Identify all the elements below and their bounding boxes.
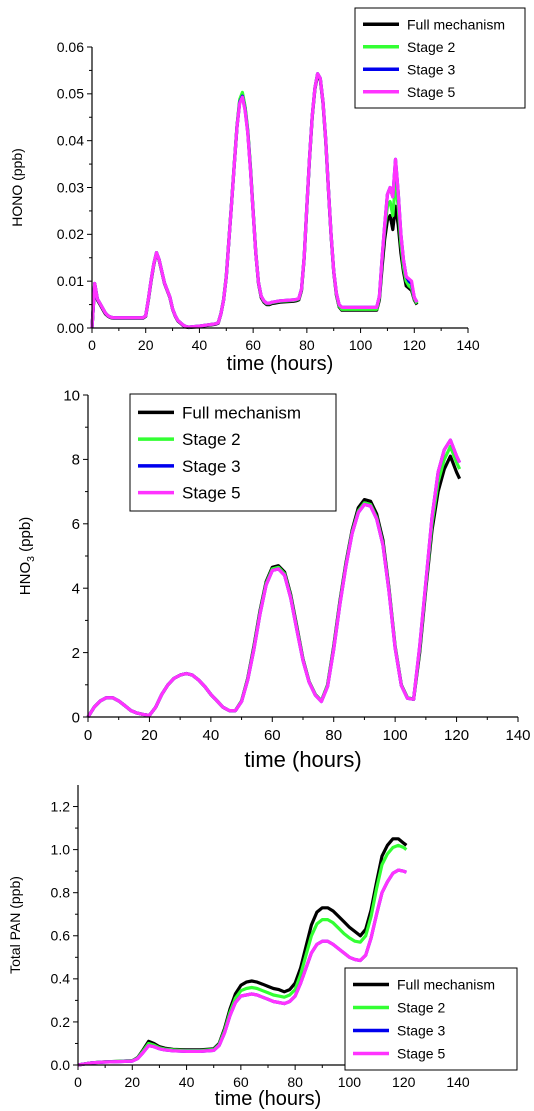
y-axis-label-unit: (ppb) <box>17 517 34 556</box>
y-axis-label-subscript: 3 <box>25 556 37 562</box>
y-axis-label-main: HNO <box>17 562 34 595</box>
y-tick-label: 1.0 <box>51 842 71 858</box>
x-tick-label: 140 <box>456 337 480 353</box>
legend-label-stage-2: Stage 2 <box>407 39 455 55</box>
series-line-stage-3 <box>90 72 419 329</box>
legend-label-full-mechanism: Full mechanism <box>397 977 495 993</box>
x-tick-label: 60 <box>245 337 261 353</box>
legend: Full mechanism Stage 2 Stage 3 Stage 5 <box>344 967 518 1071</box>
legend-label-stage-3: Stage 3 <box>407 61 455 77</box>
hono-chart: 0 20 40 60 80 100 120 140 0.00 0.01 0.02 0.03 0.04 0.… <box>9 7 526 375</box>
y-tick-label: 0.2 <box>51 1014 71 1030</box>
y-tick-label: 4 <box>72 580 80 597</box>
legend-label-stage-5: Stage 5 <box>182 484 241 503</box>
x-tick-label: 140 <box>505 727 530 744</box>
x-tick-label: 100 <box>383 727 408 744</box>
x-tick-label: 100 <box>349 337 373 353</box>
y-tick-label: 1.2 <box>51 798 71 814</box>
y-tick-label: 0.04 <box>57 133 84 149</box>
x-tick-label: 120 <box>403 337 427 353</box>
total-pan-chart: 0 20 40 60 80 100 120 140 0.0 0.2 0.4 0.6 0.8 1.0 1.2 t… <box>7 785 518 1110</box>
y-tick-label: 2 <box>72 645 80 662</box>
x-axis-label: time (hours) <box>215 1088 322 1110</box>
x-tick-label: 60 <box>233 1074 249 1090</box>
x-tick-label: 60 <box>264 727 281 744</box>
x-tick-label: 40 <box>179 1074 195 1090</box>
series-line-full-mechanism <box>90 73 419 330</box>
x-tick-label: 0 <box>84 727 92 744</box>
hno3-chart: 0 20 40 60 80 100 120 140 0 2 4 6 8 10 time (hours) HNO… <box>17 387 531 772</box>
y-tick-label: 0 <box>72 709 80 726</box>
y-axis-label: Total PAN (ppb) <box>7 876 23 974</box>
legend-label-stage-3: Stage 3 <box>397 1023 445 1039</box>
series-line-stage-2 <box>90 72 419 329</box>
x-tick-label: 140 <box>446 1074 470 1090</box>
series-line-stage-5 <box>77 868 407 1067</box>
legend: Full mechanism Stage 2 Stage 3 Stage 5 <box>129 393 337 512</box>
legend-label-stage-3: Stage 3 <box>182 457 241 476</box>
y-tick-label: 0.02 <box>57 226 84 242</box>
y-tick-label: 10 <box>63 387 80 404</box>
x-tick-label: 120 <box>392 1074 416 1090</box>
y-tick-label: 0.06 <box>57 39 84 55</box>
x-tick-label: 100 <box>338 1074 362 1090</box>
y-axis-label: HNO3 (ppb) <box>17 517 37 595</box>
x-tick-label: 0 <box>88 337 96 353</box>
x-tick-label: 40 <box>192 337 208 353</box>
y-tick-label: 0.00 <box>57 320 84 336</box>
x-tick-label: 20 <box>141 727 158 744</box>
y-tick-label: 0.03 <box>57 179 84 195</box>
legend: Full mechanism Stage 2 Stage 3 Stage 5 <box>354 7 526 109</box>
x-tick-label: 80 <box>287 1074 303 1090</box>
legend-label-stage-5: Stage 5 <box>397 1046 445 1062</box>
series-line-stage-5 <box>86 438 462 718</box>
y-axis-label-main: Total PAN (ppb) <box>7 876 23 974</box>
legend-label-full-mechanism: Full mechanism <box>407 16 505 32</box>
legend-label-stage-2: Stage 2 <box>182 430 241 449</box>
x-tick-label: 20 <box>124 1074 140 1090</box>
x-tick-label: 80 <box>325 727 342 744</box>
y-tick-label: 0.6 <box>51 928 71 944</box>
y-tick-label: 0.4 <box>51 971 71 987</box>
y-axis-label-main: HONO (ppb) <box>9 148 25 227</box>
y-axis-label: HONO (ppb) <box>9 148 25 227</box>
x-tick-label: 40 <box>203 727 220 744</box>
y-tick-label: 8 <box>72 452 80 469</box>
y-tick-label: 6 <box>72 516 80 533</box>
series-line-stage-5 <box>90 72 419 329</box>
x-tick-label: 80 <box>299 337 315 353</box>
x-axis-label: time (hours) <box>244 747 361 772</box>
y-tick-label: 0.05 <box>57 86 84 102</box>
x-axis-label: time (hours) <box>227 353 334 375</box>
x-tick-label: 120 <box>444 727 469 744</box>
y-tick-label: 0.8 <box>51 885 71 901</box>
legend-label-stage-2: Stage 2 <box>397 1000 445 1016</box>
legend-label-full-mechanism: Full mechanism <box>182 403 301 422</box>
y-tick-label: 0.0 <box>51 1057 71 1073</box>
x-tick-label: 20 <box>138 337 154 353</box>
y-tick-label: 0.01 <box>57 273 84 289</box>
x-tick-label: 0 <box>74 1074 82 1090</box>
legend-label-stage-5: Stage 5 <box>407 84 455 100</box>
